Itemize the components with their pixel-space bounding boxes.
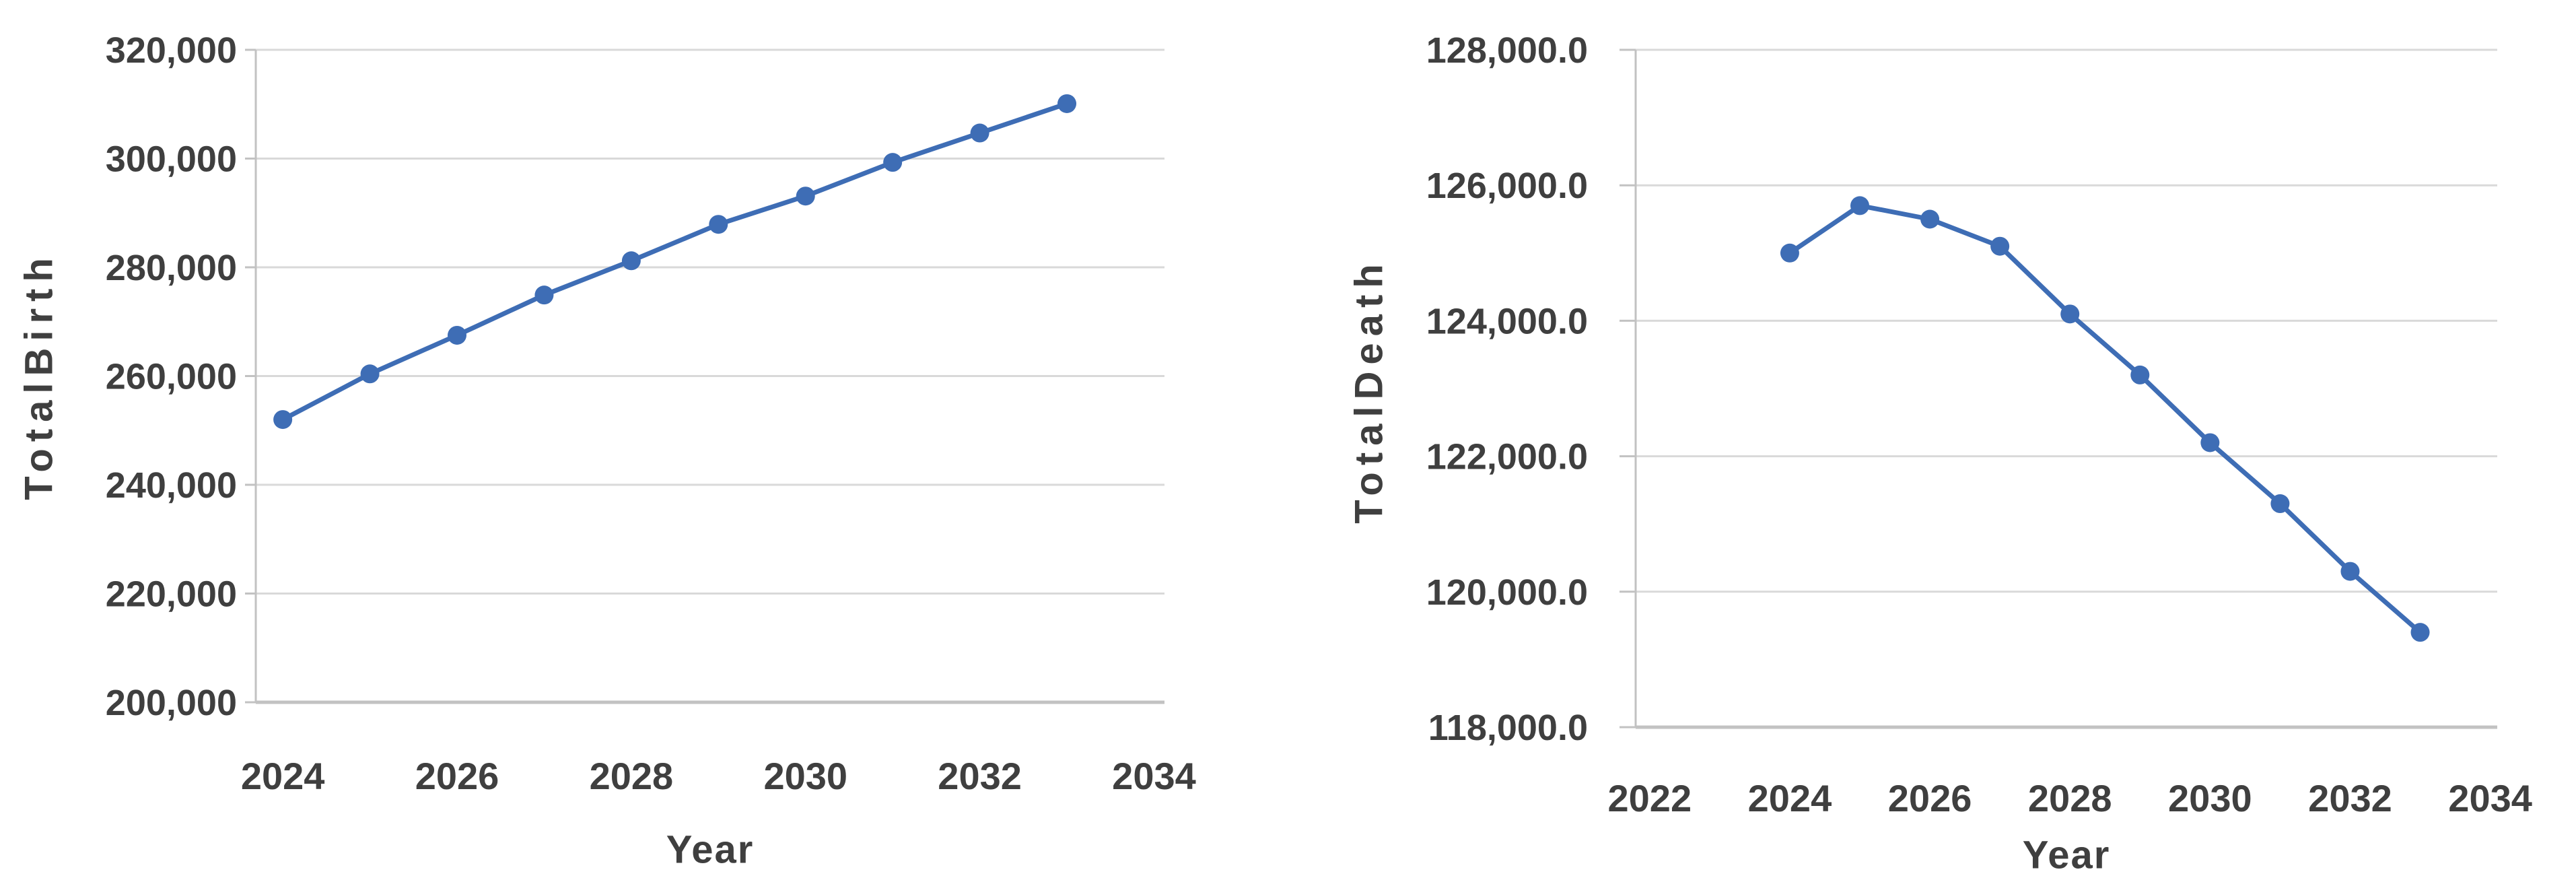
x-tick-label: 2030 — [2168, 777, 2252, 819]
y-tick-label: 260,000 — [106, 357, 237, 397]
x-tick-label: 2030 — [763, 755, 847, 797]
y-tick-label: 124,000.0 — [1426, 301, 1588, 341]
y-tick-label: 220,000 — [106, 574, 237, 615]
y-tick-label: 300,000 — [106, 139, 237, 180]
x-tick-label: 2026 — [1888, 777, 1972, 819]
y-tick-label: 122,000.0 — [1426, 437, 1588, 477]
totaldeath-x-axis-title: Year — [2022, 833, 2111, 877]
x-tick-label: 2034 — [1112, 755, 1196, 797]
data-point-marker — [360, 364, 380, 384]
y-tick-label: 120,000.0 — [1426, 572, 1588, 613]
data-point-marker — [1920, 209, 1940, 229]
data-point-marker — [1850, 196, 1870, 215]
data-point-marker — [2270, 494, 2290, 514]
totalbirth-plot-svg: 320,000 300,000 280,000 260,000 240,000 220,0… — [106, 30, 1196, 797]
data-point-marker — [1990, 236, 2010, 256]
y-tick-label: 280,000 — [106, 248, 237, 288]
data-point-marker — [534, 285, 554, 305]
y-tick-label: 128,000.0 — [1426, 30, 1588, 71]
series-line — [280, 101, 1070, 422]
x-tick-label: 2028 — [590, 755, 674, 797]
totaldeath-plot-svg: 128,000.0 126,000.0 124,000.0 122,000.0 120,… — [1426, 30, 2532, 819]
data-point-marker — [2060, 304, 2080, 324]
data-point-marker — [621, 251, 641, 271]
totaldeath-y-axis-title: TotalDeath — [1347, 257, 1391, 524]
y-tick-label: 118,000.0 — [1428, 708, 1588, 748]
data-point-marker — [2410, 623, 2430, 642]
x-tick-label: 2026 — [415, 755, 499, 797]
x-tick-label: 2034 — [2448, 777, 2532, 819]
data-point-marker — [1057, 94, 1077, 113]
series-line — [1787, 203, 2423, 635]
x-tick-label: 2032 — [2308, 777, 2392, 819]
x-tick-label: 2024 — [1748, 777, 1832, 819]
y-tick-label: 126,000.0 — [1426, 166, 1588, 206]
data-point-marker — [883, 153, 903, 172]
data-point-marker — [2200, 433, 2220, 452]
data-point-marker — [970, 123, 989, 143]
data-point-marker — [796, 187, 815, 206]
y-tick-label: 320,000 — [106, 30, 237, 71]
x-tick-label: 2032 — [938, 755, 1022, 797]
totalbirth-x-axis-title: Year — [666, 828, 755, 872]
data-point-marker — [273, 410, 293, 430]
data-point-marker — [2130, 365, 2150, 384]
data-point-marker — [709, 215, 728, 234]
y-tick-label: 240,000 — [106, 465, 237, 506]
x-tick-label: 2028 — [2028, 777, 2112, 819]
data-point-marker — [1780, 243, 1799, 263]
y-tick-label: 200,000 — [106, 683, 237, 723]
data-point-marker — [2340, 562, 2360, 581]
x-tick-label: 2022 — [1608, 777, 1692, 819]
x-tick-label: 2024 — [241, 755, 325, 797]
chart-totaldeath: 128,000.0 126,000.0 124,000.0 122,000.0 120,… — [1288, 0, 2576, 878]
chart-totalbirth: 320,000 300,000 280,000 260,000 240,000 220,0… — [0, 0, 1232, 878]
data-point-marker — [447, 325, 466, 345]
totalbirth-y-axis-title: TotalBirth — [17, 251, 61, 500]
